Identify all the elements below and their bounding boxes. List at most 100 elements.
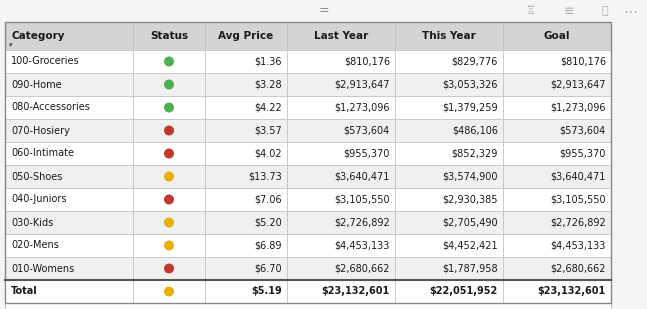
Text: $955,370: $955,370 — [344, 149, 390, 159]
Bar — [5, 50, 133, 73]
Text: $4,452,421: $4,452,421 — [443, 240, 498, 251]
Bar — [395, 165, 503, 188]
Bar — [503, 165, 611, 188]
Text: $4.02: $4.02 — [254, 149, 282, 159]
Bar — [503, 257, 611, 280]
Bar — [133, 165, 205, 188]
Bar — [5, 73, 133, 96]
Text: $2,680,662: $2,680,662 — [551, 264, 606, 273]
Text: $3,640,471: $3,640,471 — [334, 171, 390, 181]
Text: 080-Accessories: 080-Accessories — [11, 103, 90, 112]
Bar — [205, 234, 287, 257]
Bar — [287, 96, 395, 119]
Bar — [205, 257, 287, 280]
Bar — [205, 50, 287, 73]
Text: $486,106: $486,106 — [452, 125, 498, 136]
Text: $3.28: $3.28 — [254, 79, 282, 90]
Bar — [5, 22, 133, 50]
Text: $955,370: $955,370 — [560, 149, 606, 159]
Text: Avg Price: Avg Price — [219, 31, 274, 41]
Text: ≡: ≡ — [564, 5, 575, 18]
Bar — [133, 280, 205, 303]
Text: 010-Womens: 010-Womens — [11, 264, 74, 273]
Text: $5.20: $5.20 — [254, 218, 282, 227]
Text: 070-Hosiery: 070-Hosiery — [11, 125, 70, 136]
Bar — [133, 22, 205, 50]
Text: $4,453,133: $4,453,133 — [334, 240, 390, 251]
Text: $573,604: $573,604 — [344, 125, 390, 136]
Bar — [503, 280, 611, 303]
Bar — [133, 73, 205, 96]
Bar — [503, 22, 611, 50]
Text: $1,273,096: $1,273,096 — [334, 103, 390, 112]
Text: $2,930,385: $2,930,385 — [443, 194, 498, 205]
Bar — [503, 234, 611, 257]
Text: $852,329: $852,329 — [452, 149, 498, 159]
Bar — [503, 142, 611, 165]
Text: $2,705,490: $2,705,490 — [443, 218, 498, 227]
Circle shape — [164, 171, 174, 181]
Bar — [5, 165, 133, 188]
Bar — [5, 280, 133, 303]
Text: ♖: ♖ — [525, 6, 536, 16]
Bar — [287, 257, 395, 280]
Bar — [287, 188, 395, 211]
Bar — [5, 96, 133, 119]
Bar — [395, 280, 503, 303]
Bar — [287, 22, 395, 50]
Bar — [503, 188, 611, 211]
Bar — [205, 96, 287, 119]
Text: $13.73: $13.73 — [248, 171, 282, 181]
Bar — [133, 142, 205, 165]
Bar — [395, 119, 503, 142]
Text: $3.57: $3.57 — [254, 125, 282, 136]
Bar — [395, 73, 503, 96]
Text: $1,787,958: $1,787,958 — [443, 264, 498, 273]
Bar — [503, 119, 611, 142]
Circle shape — [164, 194, 174, 205]
Text: 050-Shoes: 050-Shoes — [11, 171, 62, 181]
Bar — [503, 211, 611, 234]
Text: 060-Intimate: 060-Intimate — [11, 149, 74, 159]
Circle shape — [164, 240, 174, 251]
Bar — [503, 96, 611, 119]
Text: $1,379,259: $1,379,259 — [443, 103, 498, 112]
Bar — [205, 22, 287, 50]
Text: Last Year: Last Year — [314, 31, 368, 41]
Text: $1,273,096: $1,273,096 — [551, 103, 606, 112]
Bar — [287, 211, 395, 234]
Bar — [5, 257, 133, 280]
Circle shape — [164, 79, 174, 90]
Bar — [205, 211, 287, 234]
Text: Goal: Goal — [543, 31, 570, 41]
Text: $810,176: $810,176 — [560, 57, 606, 66]
Text: $2,726,892: $2,726,892 — [334, 218, 390, 227]
Bar — [205, 73, 287, 96]
Bar — [5, 234, 133, 257]
Text: $573,604: $573,604 — [560, 125, 606, 136]
Bar — [205, 280, 287, 303]
Circle shape — [164, 286, 174, 297]
Bar — [287, 119, 395, 142]
Bar — [133, 119, 205, 142]
Text: $3,105,550: $3,105,550 — [334, 194, 390, 205]
Bar — [287, 142, 395, 165]
Text: $4.22: $4.22 — [254, 103, 282, 112]
Bar — [287, 50, 395, 73]
Bar — [395, 188, 503, 211]
Bar — [395, 22, 503, 50]
Bar — [133, 188, 205, 211]
Bar — [503, 73, 611, 96]
Text: ⋯: ⋯ — [624, 4, 638, 18]
Text: $3,105,550: $3,105,550 — [551, 194, 606, 205]
Bar — [395, 257, 503, 280]
Bar — [287, 234, 395, 257]
Text: 020-Mens: 020-Mens — [11, 240, 59, 251]
Text: 100-Groceries: 100-Groceries — [11, 57, 80, 66]
Bar — [133, 50, 205, 73]
Bar — [5, 142, 133, 165]
Text: 030-Kids: 030-Kids — [11, 218, 53, 227]
Text: $22,051,952: $22,051,952 — [430, 286, 498, 297]
Bar — [287, 73, 395, 96]
Text: $4,453,133: $4,453,133 — [551, 240, 606, 251]
